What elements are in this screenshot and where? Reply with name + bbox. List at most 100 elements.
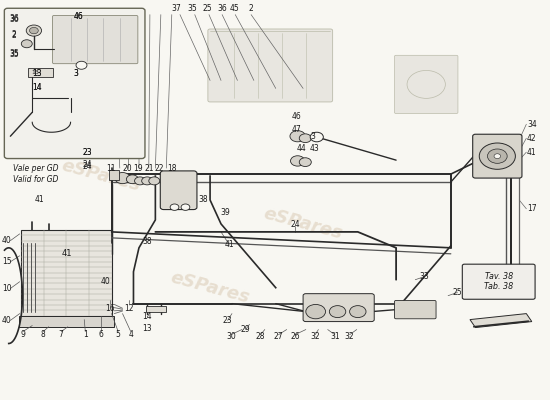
Text: 23: 23 — [223, 316, 233, 325]
Text: 3: 3 — [74, 69, 79, 78]
FancyBboxPatch shape — [4, 8, 145, 158]
Text: 47: 47 — [292, 124, 301, 134]
Text: 32: 32 — [310, 332, 320, 341]
Text: 28: 28 — [256, 332, 265, 341]
Text: 33: 33 — [420, 272, 430, 281]
Circle shape — [329, 306, 346, 318]
Text: 40: 40 — [100, 277, 110, 286]
Text: 29: 29 — [241, 325, 250, 334]
Text: 38: 38 — [142, 237, 152, 246]
Text: 19: 19 — [133, 164, 142, 173]
FancyBboxPatch shape — [303, 294, 374, 322]
Circle shape — [26, 25, 42, 36]
Text: 31: 31 — [330, 332, 340, 341]
Text: 8: 8 — [41, 330, 46, 339]
Circle shape — [494, 154, 501, 158]
Bar — [21, 230, 112, 316]
Text: 39: 39 — [221, 208, 230, 217]
Text: Vale per GD
Valid for GD: Vale per GD Valid for GD — [13, 164, 59, 184]
Bar — [146, 306, 166, 312]
Text: 38: 38 — [199, 196, 208, 204]
FancyBboxPatch shape — [394, 55, 458, 114]
Text: 25: 25 — [453, 288, 462, 297]
Text: 22: 22 — [155, 164, 164, 173]
Text: 13: 13 — [32, 69, 41, 78]
Circle shape — [310, 132, 323, 142]
FancyBboxPatch shape — [208, 29, 333, 102]
Circle shape — [290, 156, 305, 166]
Text: eSPares: eSPares — [168, 268, 252, 307]
Text: 35: 35 — [9, 49, 19, 58]
Text: 25: 25 — [202, 4, 212, 13]
Circle shape — [170, 204, 179, 210]
FancyBboxPatch shape — [160, 171, 197, 210]
FancyBboxPatch shape — [394, 300, 436, 319]
Circle shape — [181, 204, 190, 210]
Text: 41: 41 — [61, 249, 72, 258]
Text: 26: 26 — [290, 332, 300, 341]
Circle shape — [290, 131, 305, 142]
Text: 5: 5 — [116, 330, 120, 339]
Circle shape — [299, 158, 311, 166]
Text: 40: 40 — [2, 316, 12, 325]
FancyBboxPatch shape — [52, 16, 138, 64]
Text: 6: 6 — [98, 330, 103, 339]
Bar — [29, 68, 53, 77]
Text: eSPares: eSPares — [59, 157, 142, 195]
Text: 9: 9 — [20, 330, 25, 339]
Circle shape — [407, 70, 446, 98]
Bar — [109, 170, 119, 180]
Text: 17: 17 — [527, 204, 537, 213]
Text: 10: 10 — [2, 284, 12, 293]
Text: 13: 13 — [32, 69, 41, 78]
Text: 46: 46 — [292, 112, 301, 121]
Circle shape — [126, 175, 139, 184]
Text: 27: 27 — [274, 332, 283, 341]
Text: 37: 37 — [171, 4, 181, 13]
Text: 40: 40 — [2, 236, 12, 245]
Text: 7: 7 — [59, 330, 64, 339]
Text: 3: 3 — [74, 69, 79, 78]
Text: 1: 1 — [83, 330, 87, 339]
Text: 20: 20 — [122, 164, 131, 173]
Text: 44: 44 — [297, 144, 307, 154]
Text: 21: 21 — [144, 164, 153, 173]
Text: 23: 23 — [82, 148, 92, 158]
Text: 45: 45 — [230, 4, 240, 13]
Text: 30: 30 — [226, 332, 236, 341]
Circle shape — [142, 177, 152, 185]
Text: 13: 13 — [142, 324, 152, 333]
Circle shape — [149, 177, 160, 185]
Text: 2: 2 — [249, 4, 254, 13]
Circle shape — [21, 40, 32, 48]
Text: 24: 24 — [82, 160, 92, 170]
Circle shape — [135, 177, 146, 185]
Circle shape — [30, 28, 38, 34]
Text: 36: 36 — [9, 14, 19, 23]
FancyBboxPatch shape — [463, 264, 535, 299]
Text: eSPares: eSPares — [261, 205, 345, 243]
Text: 35: 35 — [9, 50, 19, 59]
Circle shape — [306, 304, 326, 319]
Bar — [19, 316, 114, 327]
Text: 11: 11 — [106, 164, 116, 173]
Text: 14: 14 — [32, 83, 41, 92]
Text: 41: 41 — [527, 148, 537, 157]
Text: 46: 46 — [74, 12, 84, 21]
Text: 2: 2 — [12, 30, 16, 39]
Text: 24: 24 — [82, 162, 92, 171]
Text: 4: 4 — [128, 330, 133, 339]
Circle shape — [299, 134, 311, 142]
Text: 36: 36 — [217, 4, 227, 13]
Text: 41: 41 — [224, 240, 234, 249]
Text: 3: 3 — [311, 132, 315, 141]
Text: 36: 36 — [9, 14, 19, 24]
Circle shape — [115, 172, 130, 184]
Text: 42: 42 — [527, 134, 537, 143]
Circle shape — [350, 306, 366, 318]
Text: 14: 14 — [142, 312, 152, 321]
Text: 41: 41 — [35, 196, 44, 204]
Text: 16: 16 — [106, 304, 116, 313]
Text: 14: 14 — [32, 83, 41, 92]
Text: 12: 12 — [124, 304, 134, 313]
